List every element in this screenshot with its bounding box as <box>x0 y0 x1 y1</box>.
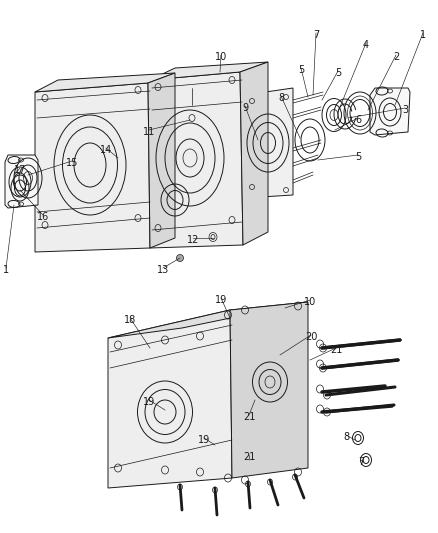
Text: 3: 3 <box>402 105 408 115</box>
Text: 1: 1 <box>420 30 426 40</box>
Text: 13: 13 <box>157 265 169 275</box>
Text: 6: 6 <box>355 115 361 125</box>
Polygon shape <box>230 302 308 478</box>
Text: 20: 20 <box>305 332 318 342</box>
Text: 5: 5 <box>298 65 304 75</box>
Polygon shape <box>108 310 232 488</box>
Text: 19: 19 <box>198 435 210 445</box>
Ellipse shape <box>177 254 184 262</box>
Polygon shape <box>370 88 410 135</box>
Text: 8: 8 <box>343 432 349 442</box>
Polygon shape <box>150 72 243 248</box>
Text: 2: 2 <box>393 52 399 62</box>
Text: 12: 12 <box>187 235 199 245</box>
Text: 7: 7 <box>313 30 319 40</box>
Text: 14: 14 <box>100 145 112 155</box>
Text: 19: 19 <box>215 295 227 305</box>
Text: 11: 11 <box>143 127 155 137</box>
Polygon shape <box>108 302 308 338</box>
Polygon shape <box>245 88 293 198</box>
Polygon shape <box>5 155 38 208</box>
Text: 21: 21 <box>243 452 255 462</box>
Text: 8: 8 <box>278 93 284 103</box>
Polygon shape <box>150 62 268 80</box>
Text: 10: 10 <box>215 52 227 62</box>
Text: 4: 4 <box>363 40 369 50</box>
Text: 7: 7 <box>358 457 364 467</box>
Text: 15: 15 <box>66 158 78 168</box>
Polygon shape <box>35 73 175 92</box>
Text: 21: 21 <box>243 412 255 422</box>
Text: 21: 21 <box>330 345 343 355</box>
Text: 9: 9 <box>242 103 248 113</box>
Text: 19: 19 <box>143 397 155 407</box>
Text: 18: 18 <box>124 315 136 325</box>
Polygon shape <box>240 62 268 245</box>
Text: 5: 5 <box>355 152 361 162</box>
Text: 1: 1 <box>3 265 9 275</box>
Text: 10: 10 <box>304 297 316 307</box>
Text: 5: 5 <box>335 68 341 78</box>
Text: 16: 16 <box>37 212 49 222</box>
Text: 17: 17 <box>14 165 26 175</box>
Polygon shape <box>35 83 150 252</box>
Polygon shape <box>148 73 175 248</box>
